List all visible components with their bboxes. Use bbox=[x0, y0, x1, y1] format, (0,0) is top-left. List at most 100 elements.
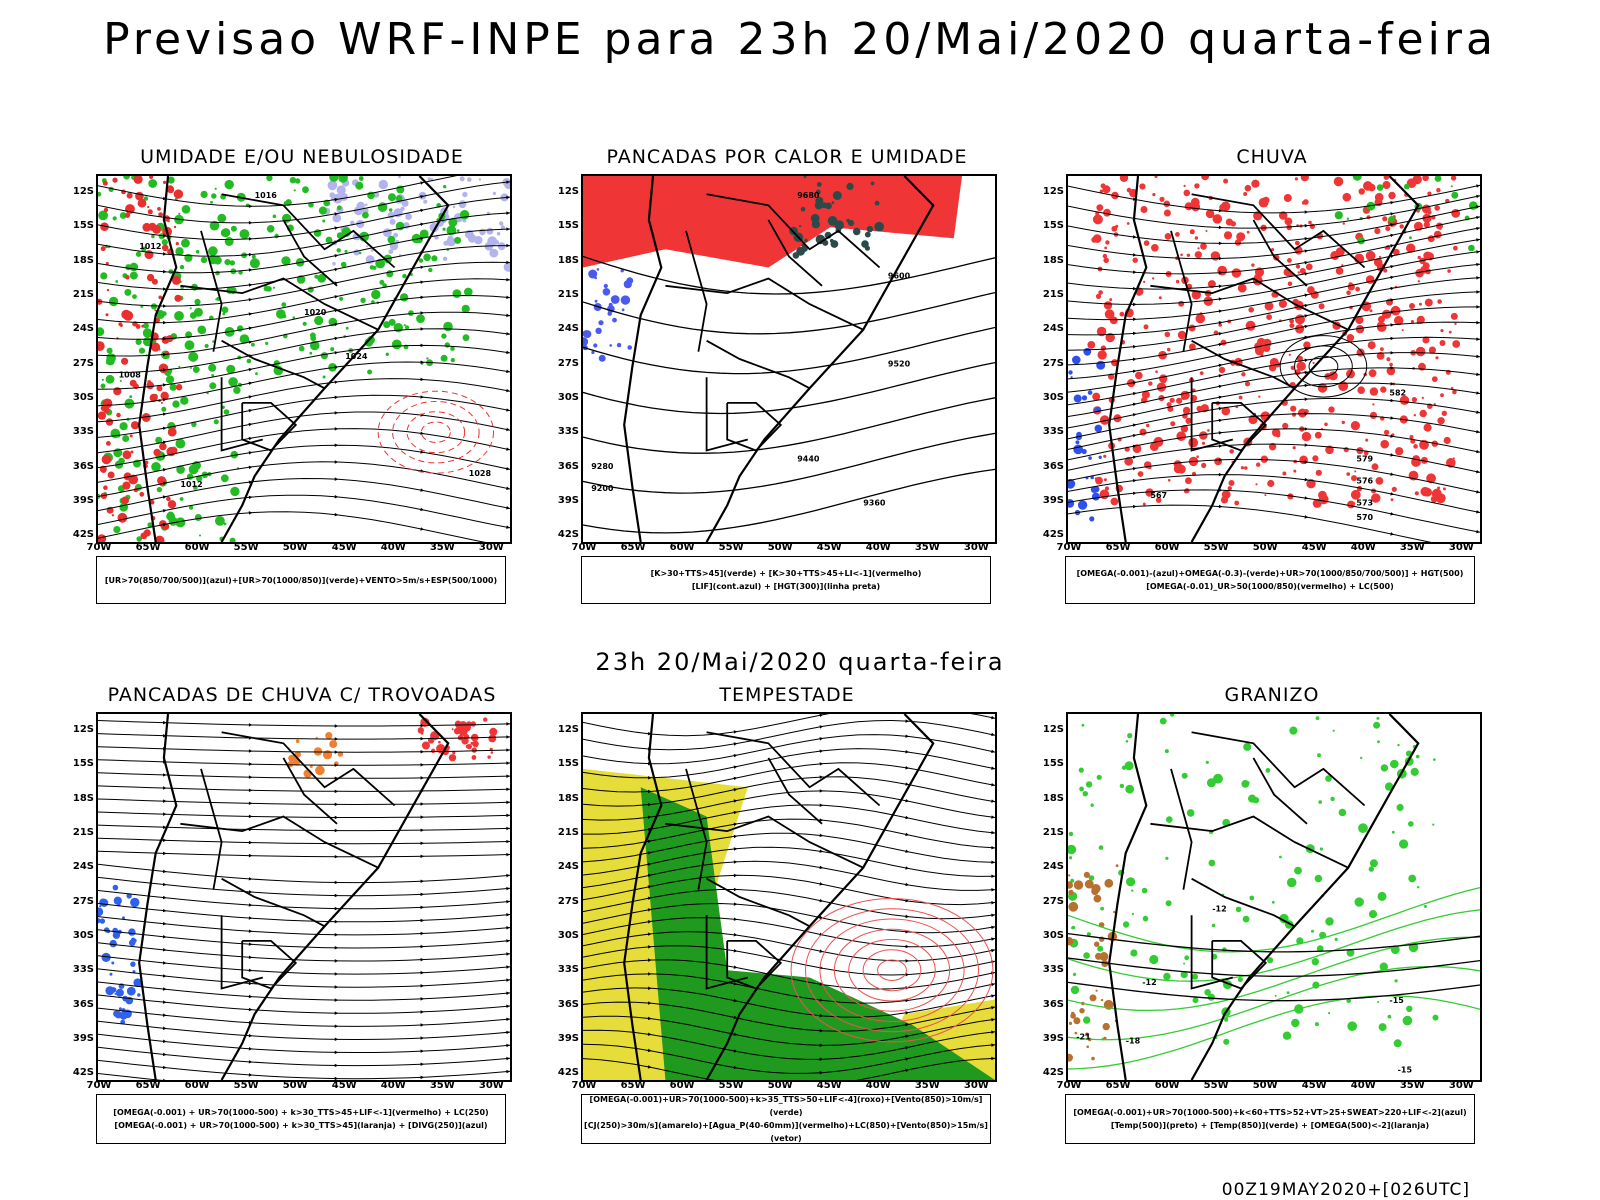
latitude-tick-label: 42S bbox=[1042, 529, 1064, 541]
latitude-tick-label: 12S bbox=[72, 186, 94, 197]
longitude-tick-label: 30W bbox=[478, 1080, 504, 1091]
latitude-tick-label: 42S bbox=[72, 529, 94, 541]
latitude-tick-label: 30S bbox=[557, 929, 579, 941]
longitude-tick-label: 60W bbox=[669, 542, 695, 553]
longitude-tick-label: 35W bbox=[914, 1080, 940, 1091]
longitude-tick-label: 45W bbox=[331, 542, 357, 553]
latitude-tick-label: 39S bbox=[72, 1032, 94, 1044]
longitude-tick-label: 70W bbox=[1056, 1080, 1082, 1091]
hgt-contour-label: 9600 bbox=[888, 272, 911, 281]
longitude-tick-label: 50W bbox=[767, 542, 793, 553]
longitude-tick-label: 30W bbox=[478, 542, 504, 553]
longitude-tick-label: 65W bbox=[620, 1080, 646, 1091]
legend-box: [UR>70(850/700/500)](azul)+[UR>70(1000/8… bbox=[96, 556, 506, 604]
hgt500-contour-label: 582 bbox=[1389, 389, 1406, 398]
longitude-tick-label: 50W bbox=[767, 1080, 793, 1091]
green-omega-area bbox=[1334, 176, 1478, 252]
map-plot: 582 579 576 573 570 567 bbox=[1068, 176, 1480, 542]
temp500-contours bbox=[1068, 932, 1480, 1002]
coastline-borders bbox=[623, 714, 935, 1080]
latitude-tick-label: 24S bbox=[557, 861, 579, 873]
longitude-tick-label: 65W bbox=[135, 542, 161, 553]
longitude-tick-label: 35W bbox=[429, 542, 455, 553]
longitude-tick-label: 60W bbox=[184, 1080, 210, 1091]
panel-hail: GRANIZO -12 -12 -15 -18 -21 -15 12S 15S 18S 21S 24S… bbox=[1040, 684, 1512, 1180]
latitude-tick-label: 39S bbox=[557, 494, 579, 506]
hgt-contour-label: 9440 bbox=[797, 455, 820, 464]
latitude-tick-label: 33S bbox=[557, 964, 579, 976]
legend-box: [OMEGA(-0.001)+UR>70(1000-500)+k<60+TTS>… bbox=[1065, 1094, 1475, 1144]
panel-title: TEMPESTADE bbox=[719, 684, 855, 706]
latitude-tick-label: 21S bbox=[1042, 288, 1064, 300]
panel-humidity-cloudiness: UMIDADE E/OU NEBULOSIDADE 1016 1012 1020 102… bbox=[70, 146, 542, 642]
legend-box: [K>30+TTS>45](verde) + [K>30+TTS>45+LI<-… bbox=[581, 556, 991, 604]
latitude-tick-label: 27S bbox=[72, 895, 94, 907]
map-frame: -12 -12 -15 -18 -21 -15 bbox=[1066, 712, 1482, 1082]
longitude-tick-label: 70W bbox=[1056, 542, 1082, 553]
latitude-tick-label: 36S bbox=[72, 998, 94, 1010]
longitude-tick-label: 30W bbox=[963, 542, 989, 553]
longitude-tick-label: 65W bbox=[1105, 542, 1131, 553]
longitude-tick-label: 40W bbox=[1350, 1080, 1376, 1091]
map-frame: 1016 1012 1020 1024 1028 1008 1012 bbox=[96, 174, 512, 544]
panel-title: CHUVA bbox=[1236, 146, 1308, 168]
latitude-tick-label: 21S bbox=[72, 826, 94, 838]
legend-line: [UR>70(850/700/500)](azul)+[UR>70(1000/8… bbox=[104, 575, 498, 585]
longitude-tick-label: 60W bbox=[669, 1080, 695, 1091]
thickness-contours bbox=[377, 390, 495, 474]
map-frame bbox=[581, 712, 997, 1082]
latitude-tick-label: 18S bbox=[1042, 792, 1064, 804]
temp-contour-label: -21 bbox=[1076, 1033, 1091, 1042]
latitude-tick-label: 30S bbox=[72, 929, 94, 941]
longitude-tick-label: 65W bbox=[1105, 1080, 1131, 1091]
latitude-tick-label: 33S bbox=[1042, 426, 1064, 438]
longitude-tick-label: 65W bbox=[620, 542, 646, 553]
latitude-tick-label: 21S bbox=[557, 826, 579, 838]
latitude-tick-label: 30S bbox=[557, 391, 579, 403]
legend-line: [OMEGA(-0.001) + UR>70(1000-500) + k>30_… bbox=[114, 1121, 488, 1130]
longitude-tick-label: 35W bbox=[429, 1080, 455, 1091]
map-plot bbox=[583, 714, 995, 1080]
hgt500-contour-label: 576 bbox=[1356, 476, 1373, 485]
panel-heat-humidity-showers: PANCADAS POR CALOR E UMIDADE 9680 9600 9520… bbox=[555, 146, 1027, 642]
forecast-time-subtitle: 23h 20/Mai/2020 quarta-feira bbox=[595, 648, 1005, 676]
latitude-tick-label: 36S bbox=[72, 460, 94, 472]
latitude-tick-label: 36S bbox=[557, 998, 579, 1010]
legend-line: [OMEGA(-0.001) + UR>70(1000-500) + k>30_… bbox=[113, 1108, 489, 1117]
blue-lif-area bbox=[583, 268, 634, 362]
latitude-tick-label: 30S bbox=[72, 391, 94, 403]
latitude-tick-label: 36S bbox=[1042, 460, 1064, 472]
longitude-tick-label: 30W bbox=[1448, 542, 1474, 553]
latitude-tick-label: 24S bbox=[1042, 323, 1064, 335]
longitude-tick-label: 40W bbox=[380, 542, 406, 553]
longitude-tick-label: 35W bbox=[914, 542, 940, 553]
latitude-tick-label: 27S bbox=[1042, 357, 1064, 369]
longitude-tick-label: 40W bbox=[1350, 542, 1376, 553]
hgt300-contours bbox=[583, 255, 995, 534]
pressure-contour-label: 1012 bbox=[139, 242, 161, 251]
hgt500-contour-label: 573 bbox=[1356, 498, 1373, 507]
longitude-tick-label: 55W bbox=[718, 542, 744, 553]
panel-thunderstorm-showers: PANCADAS DE CHUVA C/ TROVOADAS 12S 15S 18S 2… bbox=[70, 684, 542, 1180]
latitude-tick-label: 18S bbox=[1042, 254, 1064, 266]
longitude-tick-label: 55W bbox=[233, 1080, 259, 1091]
water-vapor-contours bbox=[790, 897, 994, 1043]
legend-box: [OMEGA(-0.001)+UR>70(1000-500)+k>35_TTS>… bbox=[581, 1094, 991, 1144]
green-wind-area bbox=[640, 787, 995, 1080]
latitude-tick-label: 33S bbox=[72, 964, 94, 976]
latitude-tick-label: 33S bbox=[72, 426, 94, 438]
page-title: Previsao WRF-INPE para 23h 20/Mai/2020 q… bbox=[103, 14, 1497, 65]
longitude-tick-label: 70W bbox=[86, 1080, 112, 1091]
longitude-tick-label: 50W bbox=[1252, 542, 1278, 553]
longitude-tick-label: 70W bbox=[86, 542, 112, 553]
pressure-contour-label: 1012 bbox=[180, 480, 202, 489]
latitude-tick-label: 27S bbox=[557, 895, 579, 907]
longitude-tick-label: 40W bbox=[865, 542, 891, 553]
pressure-contour-label: 1028 bbox=[469, 469, 492, 478]
map-frame: 582 579 576 573 570 567 bbox=[1066, 174, 1482, 544]
temp-contour-label: -15 bbox=[1389, 996, 1404, 1005]
longitude-tick-label: 50W bbox=[1252, 1080, 1278, 1091]
hgt-contour-label: 9680 bbox=[797, 191, 820, 200]
temp-contour-label: -18 bbox=[1126, 1036, 1141, 1045]
longitude-tick-label: 40W bbox=[380, 1080, 406, 1091]
